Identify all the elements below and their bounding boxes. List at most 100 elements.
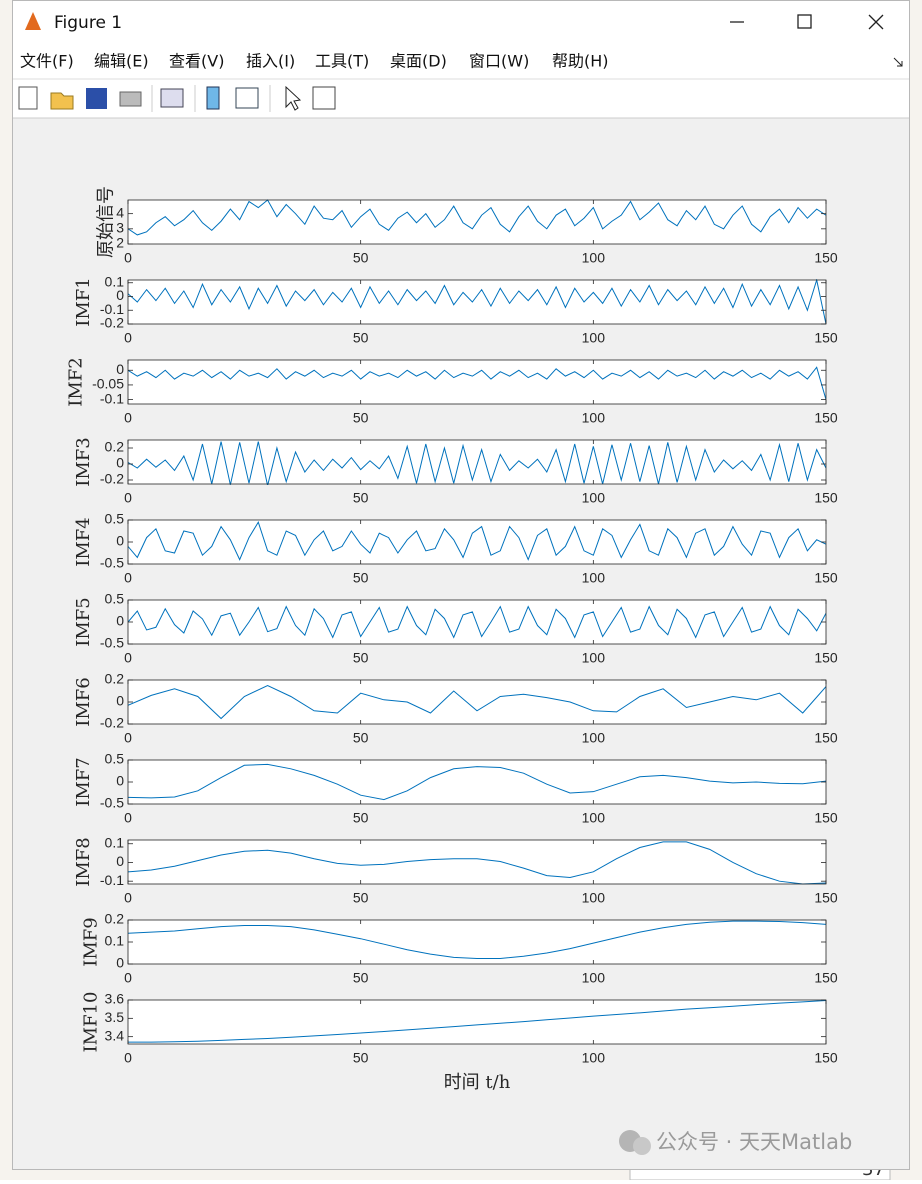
x-tick-label: 50 <box>353 490 369 506</box>
y-tick-label: -0.5 <box>100 555 124 571</box>
signal-line <box>128 605 826 639</box>
x-tick-label: 100 <box>582 570 606 586</box>
signal-line <box>128 366 826 400</box>
dock-icon[interactable] <box>893 57 903 67</box>
y-tick-label: 0 <box>116 287 124 303</box>
window-title: Figure 1 <box>54 13 122 33</box>
x-tick-label: 150 <box>814 730 838 746</box>
axes-background <box>128 520 826 564</box>
x-tick-label: 0 <box>124 810 132 826</box>
x-tick-label: 100 <box>582 890 606 906</box>
toolbar <box>18 85 336 112</box>
y-tick-label: 0.5 <box>105 511 125 527</box>
x-tick-label: 100 <box>582 650 606 666</box>
signal-line <box>128 279 826 325</box>
signal-line <box>128 441 826 485</box>
x-tick-label: 50 <box>353 250 369 266</box>
y-tick-label: 0 <box>116 533 124 549</box>
y-axis-label: IMF8 <box>73 837 94 886</box>
print-icon[interactable] <box>119 91 142 107</box>
y-axis-label: IMF1 <box>73 277 94 326</box>
new-icon[interactable] <box>18 86 38 110</box>
x-tick-label: 0 <box>124 570 132 586</box>
axes-box <box>127 839 827 885</box>
y-tick-label: 0.1 <box>105 834 125 850</box>
menu-item[interactable]: 桌面(D) <box>390 52 447 71</box>
x-tick-label: 0 <box>124 1050 132 1066</box>
menu-item[interactable]: 文件(F) <box>20 52 74 71</box>
y-tick-label: -0.5 <box>100 635 124 651</box>
x-tick-label: 50 <box>353 410 369 426</box>
x-tick-label: 100 <box>582 330 606 346</box>
y-tick-label: 0 <box>116 773 124 789</box>
x-tick-label: 0 <box>124 890 132 906</box>
y-tick-label: 0.2 <box>105 911 125 927</box>
y-axis-label: IMF5 <box>73 597 94 646</box>
x-axis-label: 时间 t/h <box>444 1072 511 1093</box>
menu-item[interactable]: 窗口(W) <box>469 52 529 71</box>
app-icon <box>25 12 41 30</box>
x-tick-label: 100 <box>582 810 606 826</box>
legend-icon[interactable] <box>235 87 259 109</box>
y-tick-label: 0 <box>116 455 124 471</box>
x-tick-label: 150 <box>814 570 838 586</box>
x-tick-label: 100 <box>582 970 606 986</box>
axes-background <box>128 280 826 324</box>
y-tick-label: -0.2 <box>100 715 124 731</box>
window <box>12 0 910 1170</box>
property-icon[interactable] <box>312 86 336 110</box>
y-tick-label: 2 <box>116 235 124 251</box>
watermark-icon <box>633 1137 651 1155</box>
y-tick-label: 0 <box>116 613 124 629</box>
pointer-icon[interactable] <box>285 85 302 111</box>
y-tick-label: 3.6 <box>105 991 125 1007</box>
axes-background <box>128 840 826 884</box>
axes-box <box>127 279 827 325</box>
axes-background <box>128 440 826 484</box>
signal-line <box>128 684 826 720</box>
y-tick-label: 0.5 <box>105 751 125 767</box>
menu-item[interactable]: 编辑(E) <box>94 52 149 71</box>
open-icon[interactable] <box>50 92 74 110</box>
x-tick-label: 0 <box>124 970 132 986</box>
y-axis-label: IMF6 <box>73 677 94 726</box>
y-axis-label: IMF4 <box>73 517 94 566</box>
link-icon[interactable] <box>160 88 184 108</box>
axes-background <box>128 600 826 644</box>
menu-item[interactable]: 帮助(H) <box>552 52 609 71</box>
y-tick-label: 0.2 <box>105 439 125 455</box>
x-tick-label: 150 <box>814 890 838 906</box>
x-tick-label: 50 <box>353 890 369 906</box>
x-tick-label: 100 <box>582 1050 606 1066</box>
x-tick-label: 100 <box>582 490 606 506</box>
maximize-button[interactable] <box>797 14 812 29</box>
x-tick-label: 0 <box>124 250 132 266</box>
x-tick-label: 0 <box>124 490 132 506</box>
y-tick-label: 0.1 <box>105 273 125 289</box>
close-button[interactable] <box>868 14 884 30</box>
y-tick-label: -0.1 <box>100 872 124 888</box>
menu-item[interactable]: 工具(T) <box>315 52 369 71</box>
x-tick-label: 50 <box>353 1050 369 1066</box>
x-tick-label: 100 <box>582 410 606 426</box>
axes-box <box>127 359 827 405</box>
save-icon[interactable] <box>86 88 107 109</box>
x-tick-label: 150 <box>814 810 838 826</box>
y-tick-label: 4 <box>116 204 124 220</box>
y-tick-label: 3.4 <box>105 1027 125 1043</box>
y-tick-label: -0.1 <box>100 301 124 317</box>
signal-line <box>128 1000 826 1043</box>
y-tick-label: -0.1 <box>100 390 124 406</box>
signal-line <box>128 521 826 561</box>
y-tick-label: 0 <box>116 853 124 869</box>
colorbar-icon[interactable] <box>206 86 220 110</box>
y-tick-label: 3 <box>116 220 124 236</box>
y-axis-label: IMF7 <box>73 757 94 806</box>
menu-item[interactable]: 插入(I) <box>246 52 295 71</box>
y-tick-label: -0.05 <box>92 376 124 392</box>
signal-line <box>128 920 826 959</box>
x-tick-label: 150 <box>814 250 838 266</box>
x-tick-label: 50 <box>353 730 369 746</box>
menu-item[interactable]: 查看(V) <box>169 52 224 71</box>
